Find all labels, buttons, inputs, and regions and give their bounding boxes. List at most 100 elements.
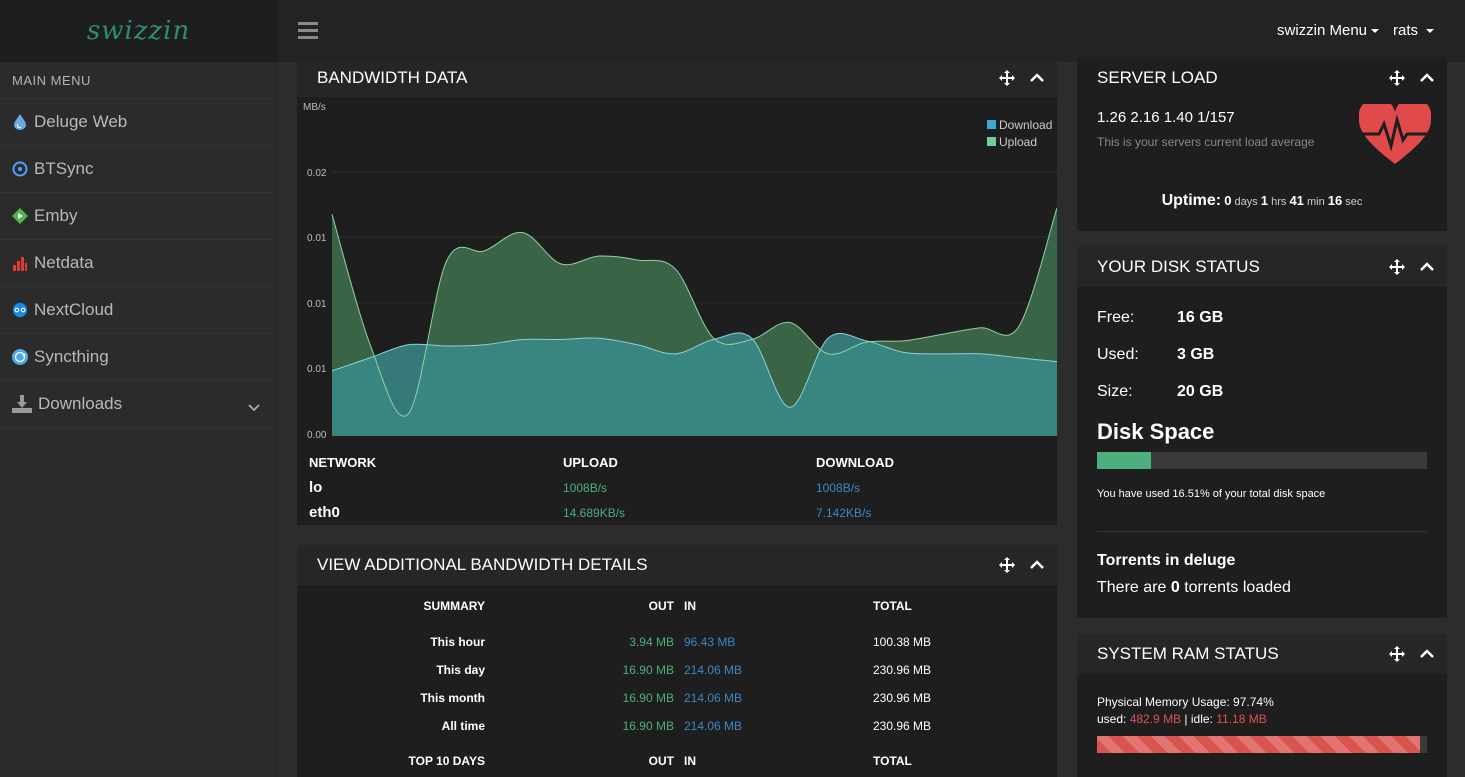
sidebar-item-label: NextCloud [34, 300, 114, 319]
row-label: This hour [430, 635, 485, 649]
ram-used-label: used: [1097, 712, 1127, 726]
row-label: This month [420, 691, 485, 705]
emby-icon [12, 208, 28, 224]
logo-area[interactable]: swizzin [0, 0, 277, 62]
network-name: eth0 [309, 504, 340, 521]
ram-used-idle: used: 482.9 MB | idle: 11.18 MB [1097, 712, 1267, 726]
y-tick-label: 0.01 [307, 364, 327, 375]
series-line-upload [331, 207, 1057, 417]
chevron-down-icon[interactable] [248, 397, 260, 417]
disk-progress-fill [1097, 452, 1152, 469]
table-row: This month 16.90 MB 214.06 MB 230.96 MB [297, 691, 1057, 719]
sidebar-item-btsync[interactable]: BTSync [0, 146, 276, 193]
load-subtitle: This is your servers current load averag… [1097, 135, 1315, 149]
move-icon[interactable] [999, 557, 1015, 573]
header-out: OUT [648, 599, 674, 613]
move-icon[interactable] [1389, 646, 1405, 662]
header-total: TOTAL [873, 754, 912, 768]
caret-down-icon [1426, 29, 1435, 34]
header-out: OUT [648, 754, 674, 768]
torrents-post: torrents loaded [1184, 579, 1291, 596]
panel-header: VIEW ADDITIONAL BANDWIDTH DETAILS [297, 545, 1057, 585]
table-row: lo 1008B/s 1008B/s [309, 475, 1049, 500]
uptime-minutes: 41 [1289, 193, 1304, 208]
move-icon[interactable] [1389, 70, 1405, 86]
ram-used-value: 482.9 MB [1129, 712, 1182, 726]
in-value: 96.43 MB [684, 635, 736, 649]
network-table: NETWORK UPLOAD DOWNLOAD lo 1008B/s 1008B… [309, 455, 1049, 525]
panel-header: SYSTEM RAM STATUS [1077, 634, 1447, 674]
table-row: All time 16.90 MB 214.06 MB 230.96 MB [297, 719, 1057, 747]
netdata-icon [12, 255, 28, 271]
header-upload: UPLOAD [563, 455, 618, 470]
sidebar-header: MAIN MENU [0, 62, 276, 99]
panel-title: YOUR DISK STATUS [1097, 257, 1260, 276]
panel-title: BANDWIDTH DATA [317, 68, 468, 87]
upload-value: 14.689KB/s [563, 505, 626, 520]
sidebar-item-label: Deluge Web [34, 112, 128, 131]
series-area-download [332, 332, 1057, 436]
header-download: DOWNLOAD [816, 455, 894, 470]
btsync-icon [12, 161, 28, 177]
y-tick-label: 0.00 [307, 430, 327, 441]
legend-swatch-download [987, 120, 996, 129]
out-value: 3.94 MB [629, 635, 674, 649]
y-axis-label: MB/s [303, 102, 326, 113]
sidebar-item-label: Syncthing [34, 347, 109, 366]
sidebar-item-syncthing[interactable]: Syncthing [0, 334, 276, 381]
nextcloud-icon [12, 302, 28, 318]
disk-status-panel: YOUR DISK STATUS Free: 16 GB Used: 3 GB … [1077, 247, 1447, 618]
out-value: 16.90 MB [622, 691, 674, 705]
torrents-count: 0 [1170, 579, 1180, 596]
row-label: This day [436, 663, 485, 677]
uptime-label: Uptime: [1161, 192, 1222, 209]
download-icon [12, 395, 32, 413]
collapse-icon[interactable] [1419, 646, 1435, 662]
swizzin-menu-label: swizzin Menu [1277, 22, 1368, 39]
swizzin-menu-dropdown[interactable]: swizzin Menu [1277, 22, 1380, 39]
sidebar: MAIN MENU Deluge Web BTSync Emby Netdata… [0, 62, 277, 777]
free-label: Free: [1097, 309, 1135, 326]
sidebar-item-emby[interactable]: Emby [0, 193, 276, 240]
table-row: eth0 14.689KB/s 7.142KB/s [309, 500, 1049, 525]
network-name: lo [309, 479, 323, 496]
download-value: 7.142KB/s [816, 505, 872, 520]
move-icon[interactable] [1389, 259, 1405, 275]
collapse-icon[interactable] [1029, 70, 1045, 86]
legend-label-download: Download [999, 118, 1052, 132]
total-value: 100.38 MB [873, 635, 932, 649]
panel-title: SERVER LOAD [1097, 68, 1218, 87]
ram-idle-label: idle: [1190, 712, 1213, 726]
legend-swatch-upload [987, 137, 996, 146]
sidebar-item-netdata[interactable]: Netdata [0, 240, 276, 287]
server-load-panel: SERVER LOAD 1.26 2.16 1.40 1/157 This is… [1077, 59, 1447, 231]
network-table-header: NETWORK UPLOAD DOWNLOAD [309, 455, 1049, 475]
collapse-icon[interactable] [1419, 70, 1435, 86]
disk-space-title: Disk Space [1097, 419, 1215, 444]
y-tick-label: 0.01 [307, 299, 327, 310]
menu-toggle-icon[interactable] [298, 22, 318, 40]
deluge-icon [12, 114, 28, 130]
disk-progress-bar [1097, 452, 1427, 469]
collapse-icon[interactable] [1029, 557, 1045, 573]
sidebar-item-deluge-web[interactable]: Deluge Web [0, 99, 276, 146]
header-total: TOTAL [873, 599, 912, 613]
uptime-days: 0 [1224, 193, 1232, 208]
panel-header: YOUR DISK STATUS [1077, 247, 1447, 287]
table-row: This hour 3.94 MB 96.43 MB 100.38 MB [297, 635, 1057, 663]
ram-progress-fill [1097, 736, 1420, 753]
legend-label-upload: Upload [999, 135, 1037, 149]
logo[interactable]: swizzin [86, 16, 191, 46]
total-value: 230.96 MB [873, 663, 932, 677]
load-average: 1.26 2.16 1.40 1/157 [1097, 109, 1235, 126]
sidebar-item-nextcloud[interactable]: NextCloud [0, 287, 276, 334]
used-value: 3 GB [1177, 346, 1215, 363]
sidebar-item-label: Emby [34, 206, 78, 225]
sidebar-item-downloads[interactable]: Downloads [0, 381, 276, 428]
torrents-pre: There are [1097, 579, 1167, 596]
user-menu-dropdown[interactable]: rats [1393, 22, 1435, 39]
table-row: This day 16.90 MB 214.06 MB 230.96 MB [297, 663, 1057, 691]
move-icon[interactable] [999, 70, 1015, 86]
free-value: 16 GB [1177, 309, 1224, 326]
collapse-icon[interactable] [1419, 259, 1435, 275]
